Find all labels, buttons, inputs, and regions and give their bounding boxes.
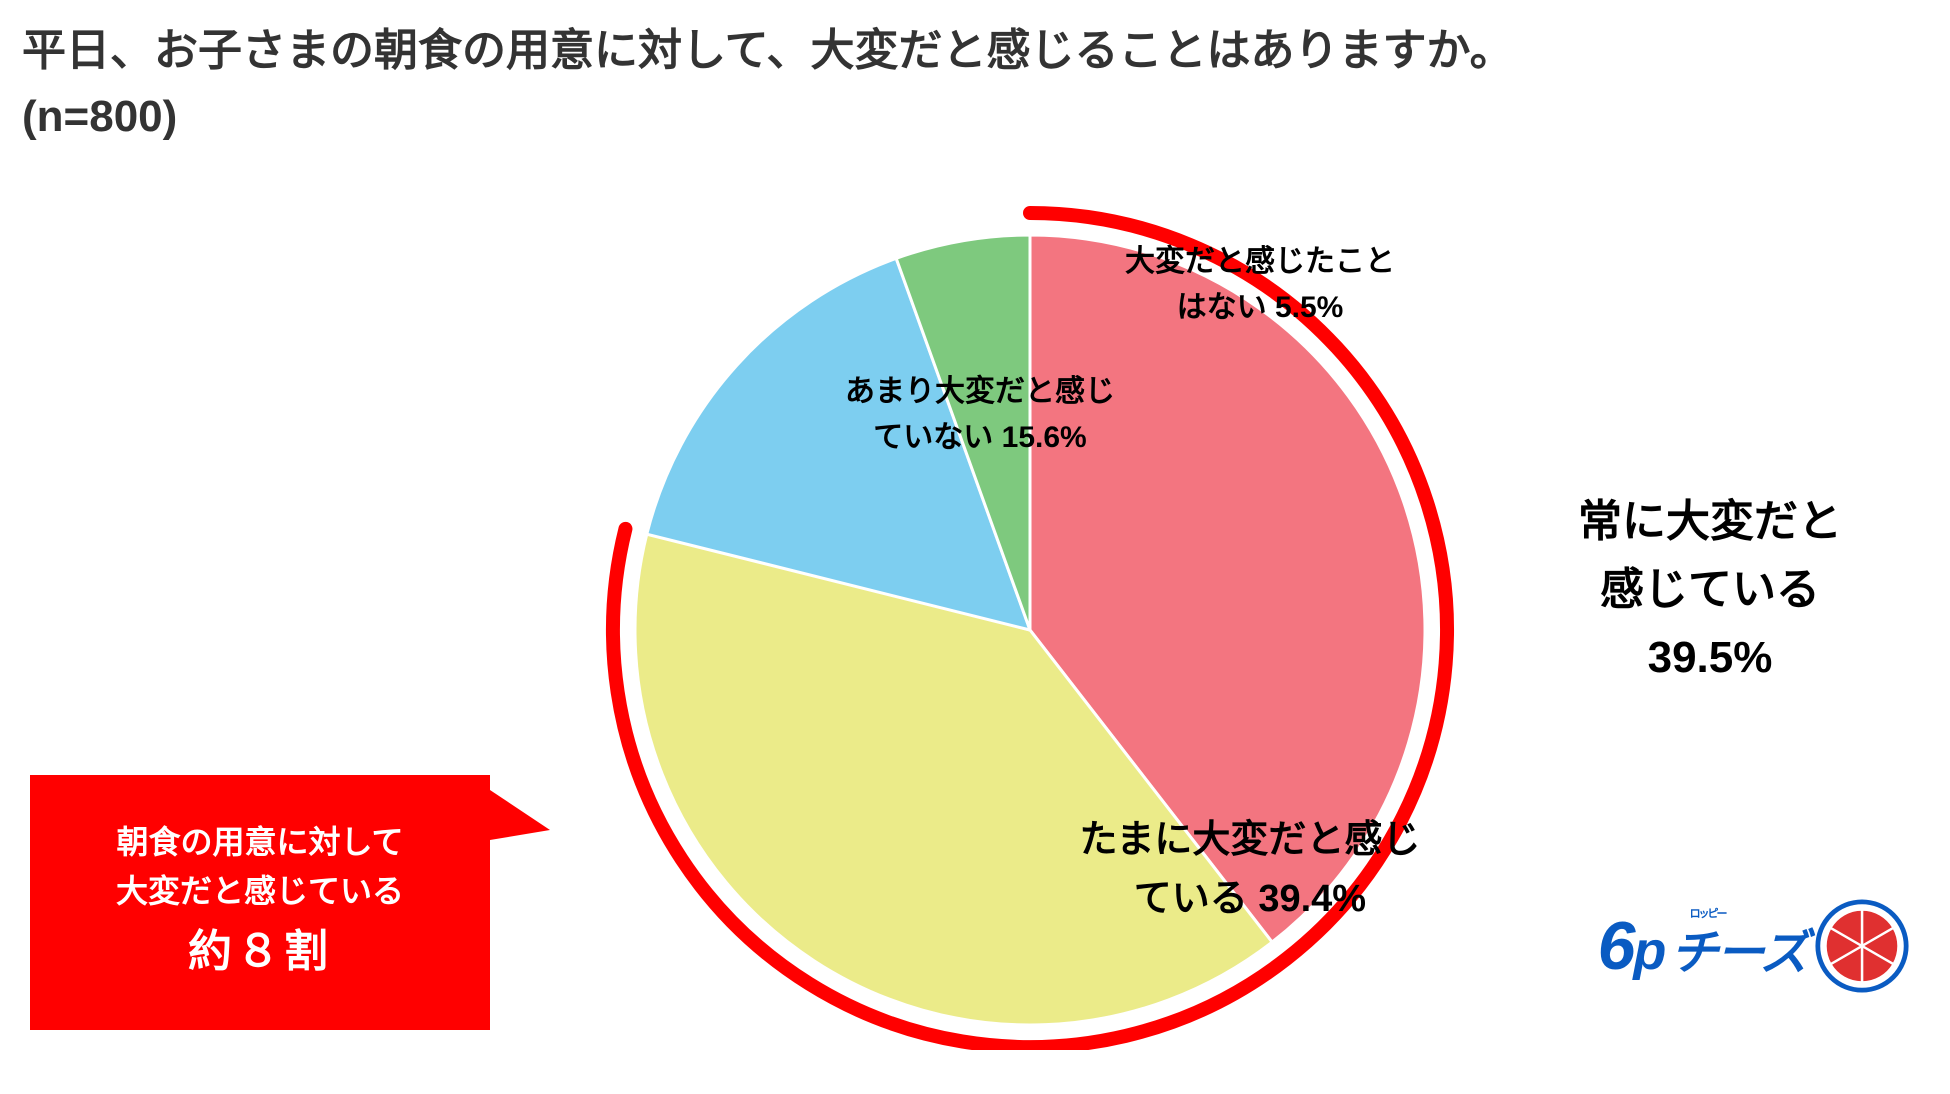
slice-label: たまに大変だと感じ ている 39.4% [1080,811,1421,929]
callout-line1: 朝食の用意に対して [116,818,403,868]
logo-cheese: チーズ [1670,913,1806,983]
slice-label: 常に大変だと 感じている 39.5% [1578,488,1842,693]
callout-pointer [490,790,550,840]
callout-line3: 約８割 [188,917,332,987]
logo-six: 6 [1598,907,1634,985]
chart-title: 平日、お子さまの朝食の用意に対して、大変だと感じることはありますか。 (n=80… [22,18,1514,150]
logo-ruby: ロッピー [1690,905,1726,921]
logo-disc-icon [1814,898,1910,994]
slice-label: 大変だと感じたこと はない 5.5% [1125,239,1395,332]
logo-p: p [1633,920,1664,982]
brand-logo: ロッピー 6pチーズ [1598,898,1910,994]
callout-box: 朝食の用意に対して 大変だと感じている 約８割 [30,775,490,1030]
callout-line2: 大変だと感じている [116,867,404,917]
title-line1: 平日、お子さまの朝食の用意に対して、大変だと感じることはありますか。 [22,26,1514,75]
logo-text: ロッピー 6pチーズ [1598,907,1806,985]
title-line2: (n=800) [22,92,177,141]
slice-label: あまり大変だと感じ ていない 15.6% [845,369,1115,462]
